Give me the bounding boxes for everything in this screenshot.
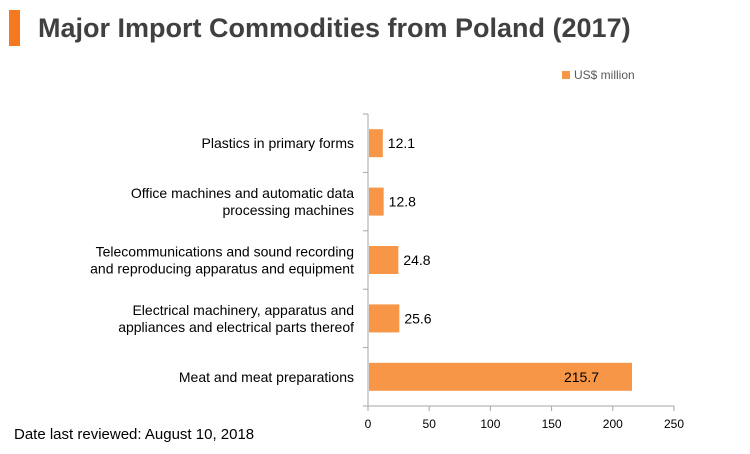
x-tick-label: 200: [603, 417, 623, 431]
category-label: Telecommunications and sound recording an…: [90, 244, 354, 277]
category-label-line: processing machines: [222, 202, 354, 218]
bar: [369, 304, 400, 333]
bar-value-label: 25.6: [404, 310, 431, 326]
category-label-line: Meat and meat preparations: [179, 369, 354, 385]
chart-title: Major Import Commodities from Poland (20…: [38, 13, 631, 43]
x-tick-label: 250: [664, 417, 684, 431]
category-label-line: and reproducing apparatus and equipment: [90, 261, 354, 277]
category-label: Electrical machinery, apparatus and appli…: [118, 302, 354, 335]
category-label-line: Electrical machinery, apparatus and: [132, 302, 354, 318]
bar-value-label: 12.8: [389, 194, 416, 210]
bar: [369, 246, 399, 274]
category-label-line: Plastics in primary forms: [202, 135, 354, 151]
bar: [369, 362, 633, 391]
bar: [369, 129, 383, 158]
bar-value-label: 24.8: [403, 252, 430, 268]
bar: [369, 187, 384, 216]
bar-value-label: 215.7: [564, 369, 599, 385]
title-accent-bar: [9, 10, 20, 46]
category-label-line: appliances and electrical parts thereof: [118, 319, 354, 335]
x-tick-label: 50: [423, 417, 437, 431]
category-label-line: Office machines and automatic data: [131, 185, 354, 201]
category-label: Office machines and automatic data proces…: [131, 185, 354, 218]
footnote: Date last reviewed: August 10, 2018: [14, 426, 255, 443]
category-label: Meat and meat preparations: [179, 369, 354, 385]
legend-swatch: [562, 71, 570, 79]
bar-value-label: 12.1: [388, 135, 415, 151]
category-label: Plastics in primary forms: [202, 135, 354, 151]
x-tick-label: 150: [542, 417, 562, 431]
x-tick-label: 0: [365, 417, 372, 431]
legend: US$ million: [562, 67, 635, 83]
x-tick-label: 100: [480, 417, 500, 431]
category-label-line: Telecommunications and sound recording: [96, 244, 354, 260]
legend-label: US$ million: [574, 68, 635, 82]
